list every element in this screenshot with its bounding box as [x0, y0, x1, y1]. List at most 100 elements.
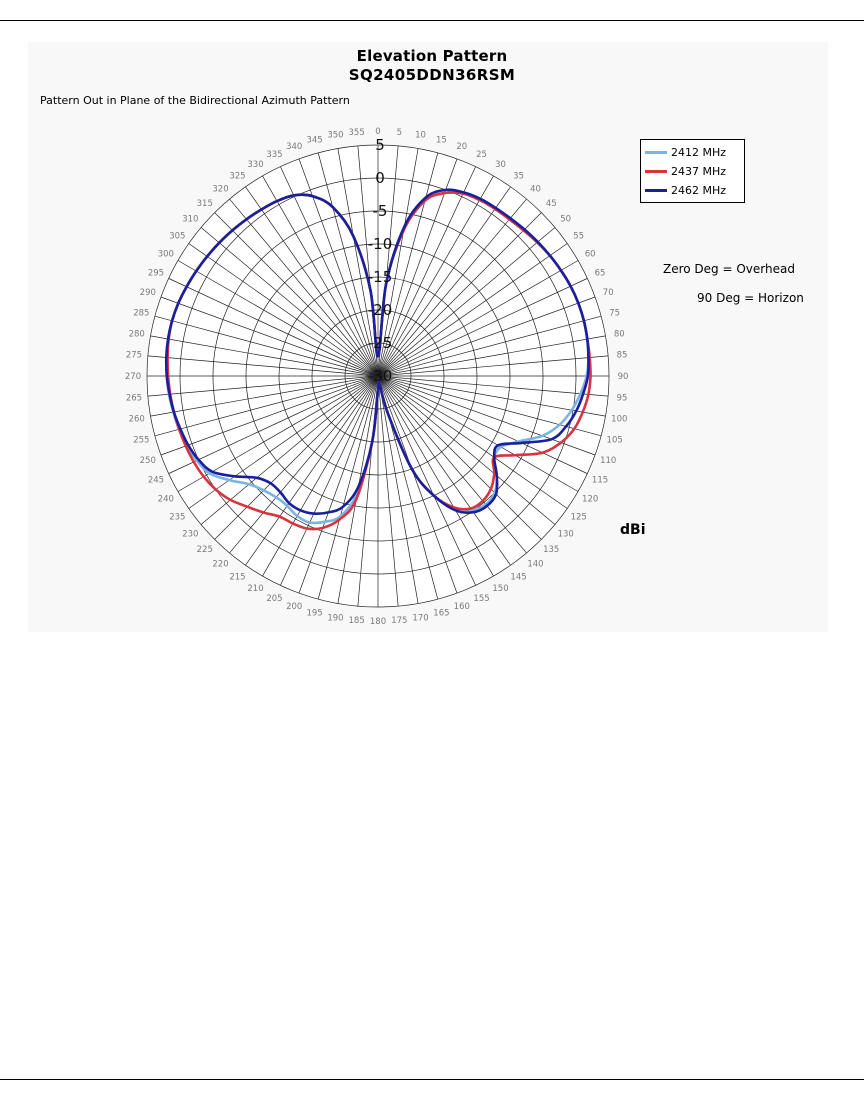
grid-spoke — [147, 355, 379, 377]
grid-spoke — [188, 243, 379, 377]
angle-tick-label: 125 — [571, 513, 587, 523]
angle-tick-label: 320 — [212, 184, 228, 194]
angle-tick-label: 185 — [349, 616, 365, 626]
angle-tick-label: 255 — [133, 435, 149, 445]
legend-entry-2462: 2462 MHz — [645, 181, 740, 200]
legend-label: 2437 MHz — [671, 165, 727, 178]
grid-spoke — [377, 243, 568, 377]
grid-spoke — [377, 375, 511, 566]
angle-tick-label: 10 — [415, 131, 426, 141]
angle-tick-label: 120 — [582, 495, 598, 505]
grid-spoke — [177, 260, 379, 377]
grid-spoke — [377, 375, 596, 456]
grid-spoke — [280, 166, 379, 377]
angle-tick-label: 0 — [375, 127, 380, 137]
grid-spoke — [154, 315, 379, 377]
grid-spoke — [377, 296, 596, 377]
grid-spoke — [377, 260, 579, 377]
angle-tick-label: 335 — [266, 150, 282, 160]
grid-spoke — [214, 212, 379, 377]
angle-tick-label: 15 — [436, 135, 447, 145]
angle-tick-label: 170 — [412, 613, 428, 623]
angle-tick-label: 190 — [327, 613, 343, 623]
angle-tick-label: 325 — [229, 171, 245, 181]
grid-spoke — [377, 375, 609, 397]
angle-tick-label: 135 — [543, 545, 559, 555]
angle-tick-label: 85 — [617, 351, 628, 361]
angle-tick-label: 165 — [433, 609, 449, 619]
angle-tick-label: 145 — [510, 573, 526, 583]
angle-tick-label: 65 — [595, 268, 606, 278]
angle-tick-label: 20 — [456, 142, 467, 152]
note-overhead: Zero Deg = Overhead — [663, 262, 795, 276]
angle-tick-label: 25 — [476, 150, 487, 160]
angle-tick-label: 270 — [125, 372, 141, 382]
angle-tick-label: 40 — [530, 184, 541, 194]
angle-tick-label: 215 — [229, 573, 245, 583]
grid-spoke — [298, 375, 379, 594]
angle-tick-label: 300 — [158, 250, 174, 260]
grid-spoke — [377, 315, 602, 377]
angle-tick-label: 305 — [169, 231, 185, 241]
grid-spoke — [377, 355, 609, 377]
radial-tick-label: -30 — [368, 367, 393, 385]
chart-title: Elevation Pattern — [356, 47, 508, 65]
angle-tick-label: 35 — [513, 171, 524, 181]
grid-spoke — [317, 152, 379, 377]
angle-tick-label: 240 — [158, 495, 174, 505]
grid-spoke — [147, 375, 379, 397]
grid-spoke — [377, 375, 527, 554]
angle-tick-label: 235 — [169, 513, 185, 523]
grid-spoke — [377, 375, 588, 474]
legend-swatch — [645, 189, 667, 192]
angle-tick-label: 265 — [126, 393, 142, 403]
grid-spoke — [377, 158, 458, 377]
grid-spoke — [160, 296, 379, 377]
angle-tick-label: 275 — [126, 351, 142, 361]
legend: 2412 MHz 2437 MHz 2462 MHz — [640, 139, 745, 203]
grid-spoke — [377, 375, 419, 604]
grid-spoke — [262, 375, 379, 577]
angle-tick-label: 75 — [609, 309, 620, 319]
angle-tick-label: 350 — [327, 131, 343, 141]
angle-tick-label: 180 — [370, 617, 386, 627]
angle-tick-label: 175 — [391, 616, 407, 626]
grid-spoke — [377, 375, 606, 417]
grid-spoke — [168, 375, 379, 474]
angle-tick-label: 250 — [140, 456, 156, 466]
grid-spoke — [377, 152, 439, 377]
radial-tick-label: 5 — [375, 136, 385, 154]
angle-tick-label: 45 — [546, 199, 557, 209]
angle-tick-label: 155 — [473, 594, 489, 604]
series-line-2 — [164, 188, 590, 516]
angle-tick-label: 55 — [573, 231, 584, 241]
grid-spoke — [150, 375, 379, 417]
angle-tick-label: 310 — [182, 215, 198, 225]
legend-entry-2437: 2437 MHz — [645, 162, 740, 181]
angle-tick-label: 80 — [614, 329, 625, 339]
angle-tick-label: 195 — [306, 609, 322, 619]
angle-tick-label: 90 — [618, 372, 629, 382]
bottom-rule — [0, 1079, 864, 1080]
angle-tick-label: 295 — [148, 268, 164, 278]
angle-tick-label: 220 — [212, 560, 228, 570]
legend-entry-2412: 2412 MHz — [645, 143, 740, 162]
note-horizon: 90 Deg = Horizon — [697, 291, 804, 305]
grid-spoke — [280, 375, 379, 586]
grid-spoke — [160, 375, 379, 456]
grid-spoke — [214, 375, 379, 540]
grid-spoke — [377, 186, 511, 377]
angle-tick-label: 95 — [617, 393, 628, 403]
angle-tick-label: 330 — [247, 160, 263, 170]
grid-spoke — [168, 278, 379, 377]
angle-tick-label: 345 — [306, 135, 322, 145]
angle-tick-label: 355 — [349, 128, 365, 138]
angle-tick-label: 315 — [197, 199, 213, 209]
angle-tick-label: 50 — [560, 215, 571, 225]
grid-spoke — [245, 186, 379, 377]
grid-spoke — [377, 375, 556, 525]
grid-spoke — [377, 335, 606, 377]
angle-tick-label: 290 — [140, 288, 156, 298]
angle-tick-label: 150 — [492, 584, 508, 594]
